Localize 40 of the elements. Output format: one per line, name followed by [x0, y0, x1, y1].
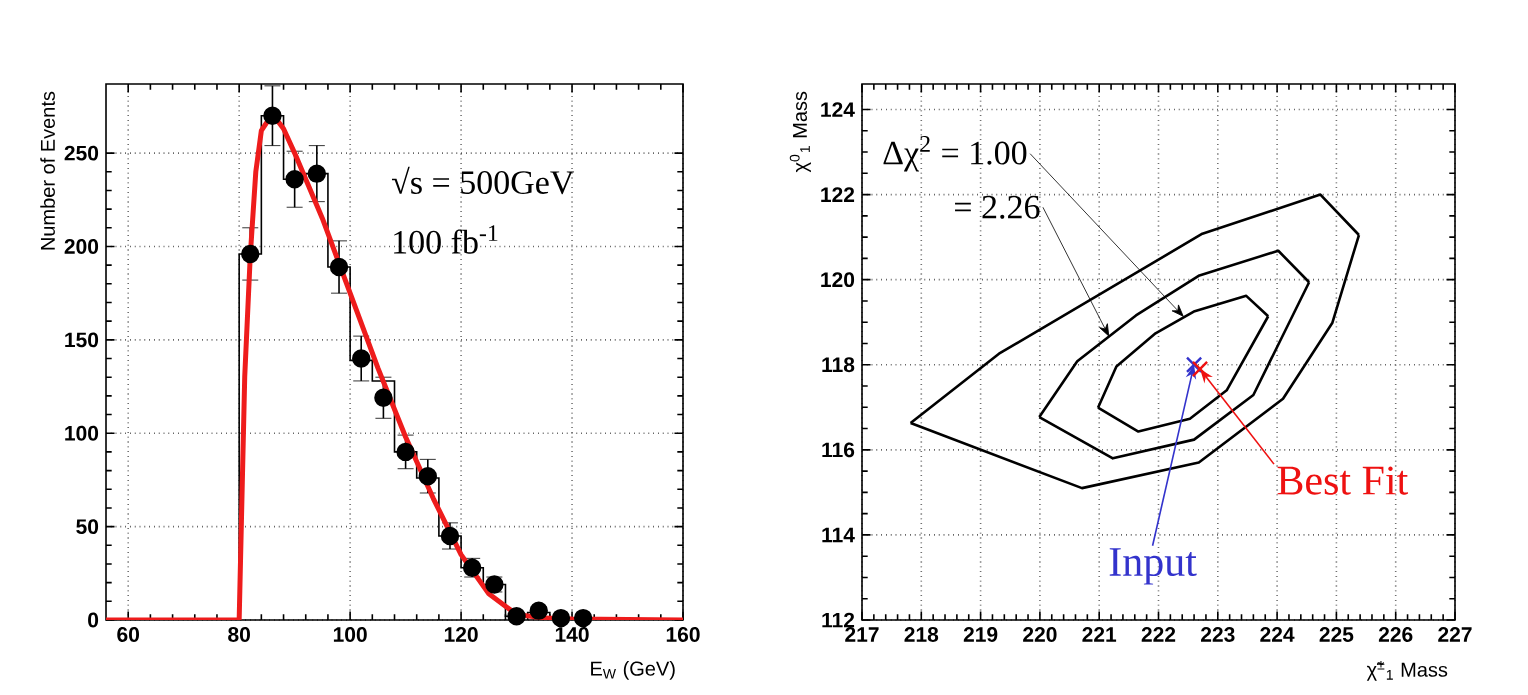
- x-axis-title: E$_{W}$ (GeV): [591, 661, 675, 680]
- x-tick-label: 218: [904, 627, 939, 642]
- y-axis-title: Number of Events: [40, 91, 55, 250]
- y-tick-label: 200: [64, 239, 99, 254]
- x-tick-label: 100: [333, 627, 367, 642]
- x-tick-label: 217: [845, 627, 879, 642]
- text: Best Fit: [1277, 466, 1409, 495]
- y-tick-label: 250: [64, 145, 99, 161]
- x-tick-label: 221: [1082, 627, 1117, 642]
- x-tick-label: 120: [444, 627, 478, 642]
- x-axis-title: χ̃$^{±}$$_{1}$ Mass: [1366, 661, 1448, 681]
- y-tick-label: 50: [76, 519, 99, 535]
- x-tick-label: 220: [1023, 627, 1057, 642]
- y-tick-label: 114: [822, 527, 855, 543]
- y-tick-label: 100: [65, 425, 99, 441]
- y-axis-title: χ$^{0}$$_{1}$ Mass: [789, 91, 811, 173]
- text: Input: [1109, 548, 1197, 585]
- annotation: = 2.26: [955, 195, 1040, 219]
- x-tick-label: 60: [117, 627, 140, 642]
- x-tick-label: 140: [555, 627, 589, 642]
- x-tick-label: 219: [963, 627, 998, 642]
- annotation: 100 fb$^{-1}$: [394, 225, 498, 254]
- x-tick-label: 226: [1378, 627, 1413, 642]
- y-tick-label: 150: [65, 332, 99, 348]
- y-tick-label: 122: [821, 187, 855, 202]
- y-tick-label: 124: [821, 102, 855, 117]
- x-tick-label: 80: [228, 627, 250, 642]
- x-tick-label: 225: [1319, 627, 1354, 642]
- annotation: √s = 500GeV: [391, 166, 575, 195]
- y-tick-label: 118: [822, 357, 855, 373]
- x-tick-label: 223: [1201, 627, 1235, 642]
- y-tick-label: 0: [88, 612, 99, 628]
- x-tick-label: 227: [1438, 627, 1472, 642]
- y-tick-label: 112: [822, 612, 855, 628]
- x-tick-label: 160: [666, 627, 700, 642]
- y-tick-label: 120: [821, 272, 855, 288]
- annotation: Δχ$^{2}$ = 1.00: [883, 135, 1027, 172]
- x-tick-label: 222: [1141, 627, 1176, 642]
- x-tick-label: 224: [1260, 627, 1295, 642]
- y-tick-label: 116: [822, 442, 855, 458]
